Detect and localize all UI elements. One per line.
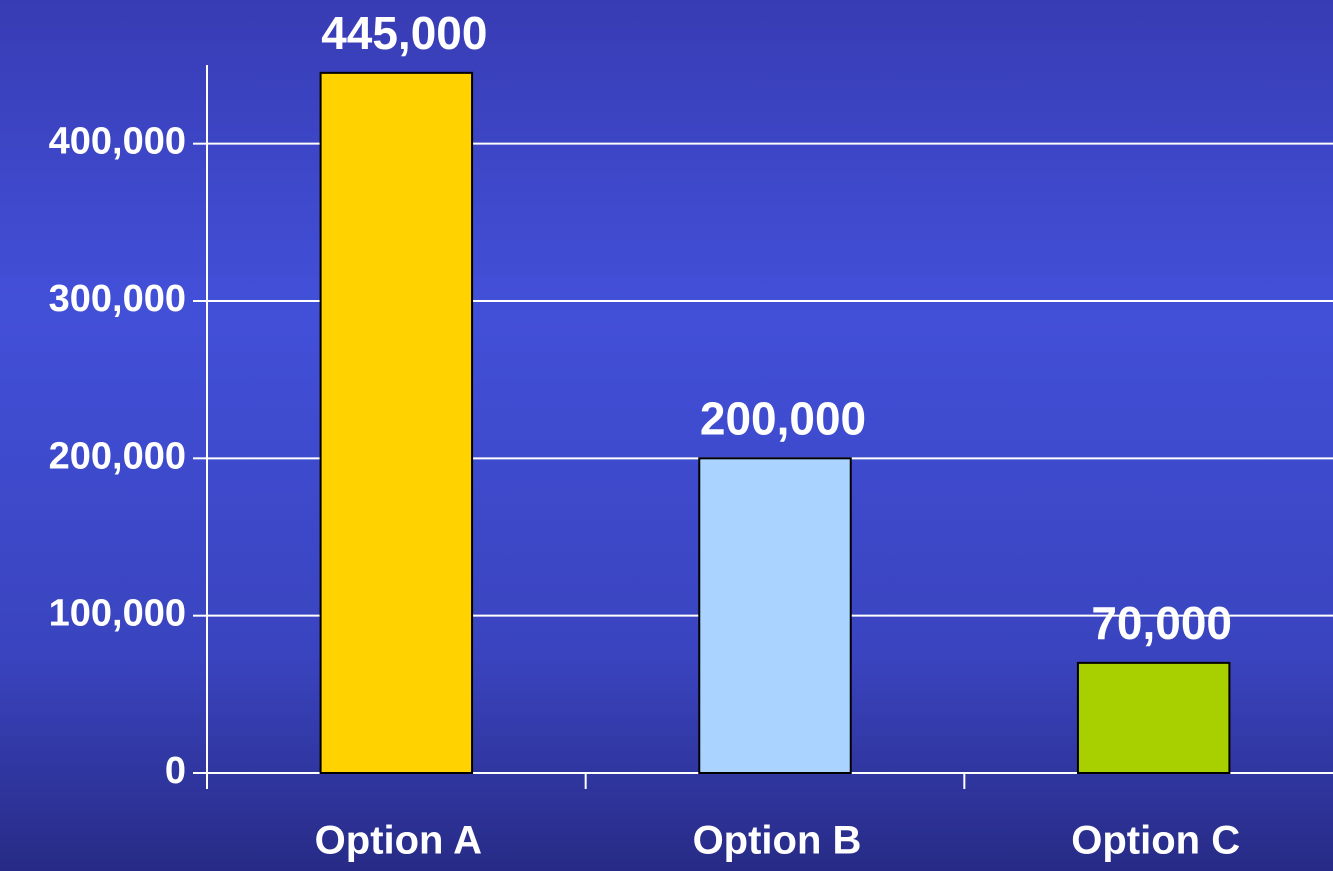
x-tick-label: Option A: [315, 819, 482, 863]
bar: [1076, 661, 1231, 774]
value-label: 200,000: [700, 392, 866, 444]
x-tick-label: Option C: [1071, 819, 1240, 863]
bar: [698, 457, 852, 774]
y-tick-label: 300,000: [49, 278, 186, 320]
x-tick-label: Option B: [693, 819, 862, 863]
y-tick-label: 100,000: [49, 593, 186, 635]
value-label: 70,000: [1091, 597, 1232, 649]
value-label: 445,000: [321, 7, 487, 59]
y-tick-label: 200,000: [49, 435, 186, 477]
bar: [319, 71, 474, 775]
y-tick-label: 400,000: [49, 121, 186, 163]
y-tick-label: 0: [165, 750, 186, 792]
